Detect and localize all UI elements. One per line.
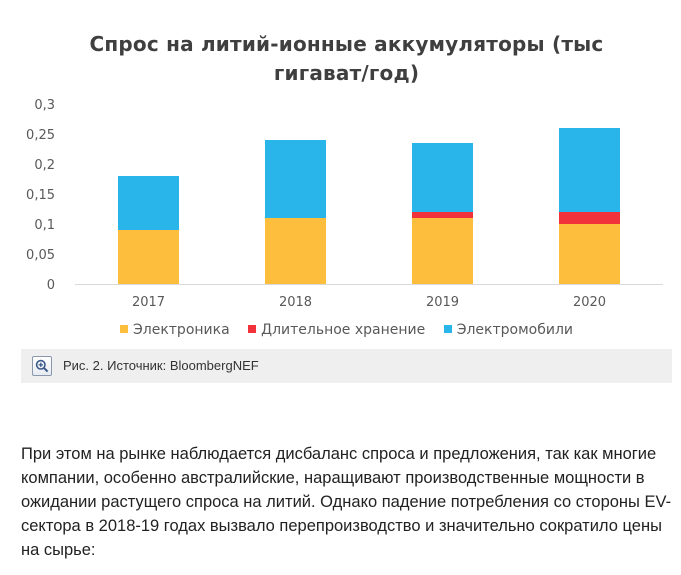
bar-chart: 0 0,05 0,1 0,15 0,2 0,25 0,3 2017 2018 2019 2020 [26,98,663,310]
chart-title: Спрос на литий-ионные аккумуляторы (тыс … [21,30,672,88]
bar-segment-2019-series-0 [412,218,473,284]
y-tick-label: 0 [47,278,55,293]
x-tick-label-2018: 2018 [279,295,312,310]
legend-swatch-electronics [119,325,128,333]
y-tick-label: 0,1 [34,218,55,233]
legend-item-electronics: Электроника [119,322,230,338]
bar-segment-2019-series-1 [412,212,473,218]
legend-label-electronics: Электроника [132,322,230,338]
bar-segment-2020-series-2 [559,128,620,212]
y-tick-label: 0,3 [34,98,55,113]
x-axis-tick-labels: 2017 2018 2019 2020 [132,295,606,310]
legend-item-electric-vehicles: Электромобили [443,322,574,338]
bar-segment-2017-series-2 [118,176,179,230]
y-tick-label: 0,2 [34,158,55,173]
x-tick-label-2019: 2019 [426,295,459,310]
figure-caption-bar: Рис. 2. Источник: BloombergNEF [21,349,672,383]
y-axis-tick-labels: 0 0,05 0,1 0,15 0,2 0,25 0,3 [26,98,55,293]
y-tick-label: 0,15 [26,188,55,203]
x-tick-label-2020: 2020 [573,295,606,310]
legend-label-electric-vehicles: Электромобили [456,322,574,338]
legend-swatch-long-storage [248,325,257,333]
chart-title-line-2: гигават/год) [273,61,420,85]
bar-segment-2018-series-2 [265,140,326,218]
bar-segment-2020-series-1 [559,212,620,224]
legend-item-long-storage: Длительное хранение [248,322,425,338]
legend-label-long-storage: Длительное хранение [261,322,426,338]
figure-caption: Рис. 2. Источник: BloombergNEF [63,358,259,373]
y-tick-label: 0,05 [26,248,55,263]
chart-figure: 0 0,05 0,1 0,15 0,2 0,25 0,3 2017 2018 2019 2020 … [21,0,672,350]
article-paragraph: При этом на рынке наблюдается дисбаланс … [21,445,672,559]
bar-segment-2018-series-0 [265,218,326,284]
chart-legend: Электроника Длительное хранение Электром… [21,322,672,338]
zoom-button[interactable] [32,356,52,376]
bar-segment-2020-series-0 [559,224,620,284]
y-tick-label: 0,25 [26,128,55,143]
bar-series [118,128,620,284]
zoom-in-icon [35,359,49,373]
bar-segment-2017-series-0 [118,230,179,284]
legend-swatch-electric-vehicles [443,325,452,333]
chart-title-line-1: Спрос на литий-ионные аккумуляторы (тыс [89,32,604,56]
bar-segment-2019-series-2 [412,143,473,212]
x-tick-label-2017: 2017 [132,295,165,310]
